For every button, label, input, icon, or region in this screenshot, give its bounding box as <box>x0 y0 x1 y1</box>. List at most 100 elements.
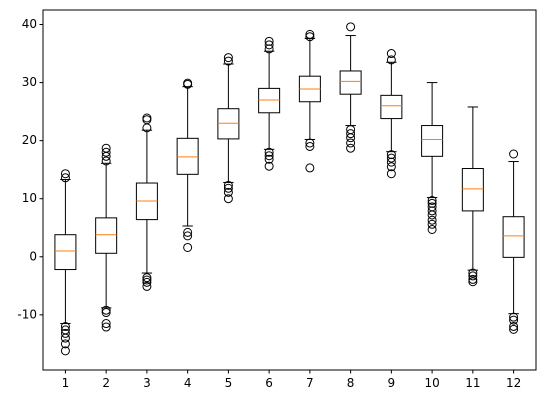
outlier-point <box>101 322 111 332</box>
iqr-box <box>176 137 199 175</box>
x-tick-label: 9 <box>388 376 396 390</box>
plot-area-frame <box>42 9 537 371</box>
outlier-point <box>142 275 152 285</box>
x-axis: 1 2 3 4 5 6 7 8 9 10 11 12 <box>62 370 521 390</box>
x-tick-label: 5 <box>225 376 233 390</box>
outlier-point <box>509 324 519 334</box>
outlier-point <box>101 143 111 153</box>
outlier-point <box>386 153 396 163</box>
outlier-point <box>346 129 356 139</box>
iqr-box <box>421 125 444 157</box>
boxes-layer <box>54 22 525 356</box>
outlier-point <box>60 328 70 338</box>
x-tick-label: 1 <box>62 376 70 390</box>
outlier-point <box>468 274 478 284</box>
box-group <box>461 106 484 287</box>
outlier-point <box>305 32 315 42</box>
outlier-point <box>386 157 396 167</box>
outlier-point <box>264 154 274 164</box>
box-group <box>298 29 321 173</box>
outlier-point <box>60 169 70 179</box>
outlier-point <box>386 162 396 172</box>
iqr-box <box>502 216 525 258</box>
outlier-point <box>223 180 233 190</box>
outlier-point <box>264 151 274 161</box>
outlier-point <box>183 78 193 88</box>
outlier-point <box>101 319 111 329</box>
x-tick-label: 2 <box>102 376 110 390</box>
box-group <box>380 49 403 179</box>
outlier-point <box>101 305 111 315</box>
y-tick-label: 10 <box>22 191 37 205</box>
outlier-point <box>386 55 396 65</box>
outlier-point <box>468 277 478 287</box>
outlier-point <box>427 210 437 220</box>
outlier-point <box>346 143 356 153</box>
outlier-point <box>305 138 315 148</box>
box-group <box>502 149 525 334</box>
box-group <box>258 36 281 171</box>
outlier-point <box>223 183 233 193</box>
outlier-point <box>509 149 519 159</box>
outlier-point <box>60 346 70 356</box>
outlier-point <box>386 169 396 179</box>
outlier-point <box>60 333 70 343</box>
x-tick-label: 10 <box>424 376 439 390</box>
box-group <box>135 113 158 291</box>
outlier-point <box>427 206 437 216</box>
outlier-point <box>142 273 152 283</box>
iqr-box <box>95 217 118 254</box>
outlier-point <box>386 49 396 59</box>
outlier-point <box>142 115 152 125</box>
outlier-point <box>346 133 356 143</box>
outlier-point <box>60 173 70 183</box>
y-axis: -10 0 10 20 30 40 <box>17 17 43 321</box>
outlier-point <box>142 281 152 291</box>
outlier-point <box>183 227 193 237</box>
outlier-point <box>223 194 233 204</box>
outlier-point <box>427 224 437 234</box>
box-group <box>54 169 77 356</box>
iqr-box <box>217 108 240 140</box>
box-group <box>339 22 362 153</box>
outlier-point <box>427 195 437 205</box>
outlier-point <box>60 339 70 349</box>
x-tick-label: 3 <box>143 376 151 390</box>
outlier-point <box>468 268 478 278</box>
outlier-point <box>305 29 315 39</box>
y-tick-label: 20 <box>22 133 37 147</box>
iqr-box <box>339 70 362 95</box>
outlier-point <box>427 219 437 229</box>
x-tick-label: 11 <box>465 376 480 390</box>
outlier-point <box>101 147 111 157</box>
y-tick-label: 40 <box>22 17 37 31</box>
outlier-point <box>101 308 111 318</box>
outlier-point <box>509 315 519 325</box>
iqr-box <box>461 168 484 212</box>
y-tick-label: -10 <box>17 307 37 321</box>
outlier-point <box>183 242 193 252</box>
outlier-point <box>142 277 152 287</box>
outlier-point <box>223 56 233 66</box>
outlier-point <box>60 321 70 331</box>
outlier-point <box>183 231 193 241</box>
outlier-point <box>427 215 437 225</box>
iqr-box <box>380 94 403 120</box>
outlier-point <box>509 312 519 322</box>
x-tick-label: 7 <box>306 376 314 390</box>
outlier-point <box>142 113 152 123</box>
box-group <box>217 53 240 204</box>
y-tick-label: 0 <box>29 249 37 263</box>
box-group <box>421 82 444 234</box>
outlier-point <box>264 36 274 46</box>
outlier-point <box>305 141 315 151</box>
x-tick-label: 8 <box>347 376 355 390</box>
outlier-point <box>101 156 111 166</box>
outlier-point <box>346 138 356 148</box>
outlier-point <box>264 40 274 50</box>
box-group <box>95 143 118 332</box>
outlier-point <box>264 161 274 171</box>
box-group <box>176 78 199 252</box>
iqr-box <box>258 87 281 114</box>
outlier-point <box>305 163 315 173</box>
